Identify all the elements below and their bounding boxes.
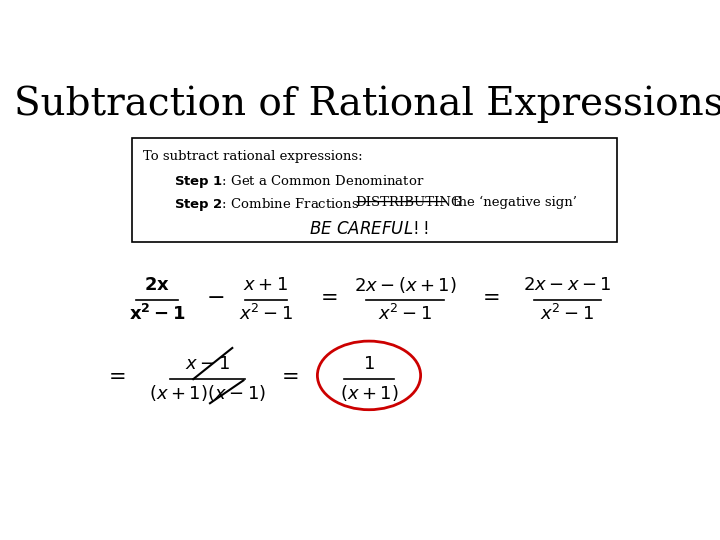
Text: To subtract rational expressions:: To subtract rational expressions: <box>143 150 363 163</box>
Text: $-$: $-$ <box>207 286 225 307</box>
Text: Subtraction of Rational Expressions: Subtraction of Rational Expressions <box>14 85 720 123</box>
Text: DISTRIBUTING: DISTRIBUTING <box>355 196 462 209</box>
Text: $=$: $=$ <box>316 287 338 306</box>
Text: $(x + 1)$: $(x + 1)$ <box>340 383 398 403</box>
Text: $=$: $=$ <box>478 287 500 306</box>
Text: $\it{BE\ CAREFUL!!}$: $\it{BE\ CAREFUL!!}$ <box>310 221 428 238</box>
Text: $2x - (x + 1)$: $2x - (x + 1)$ <box>354 275 456 295</box>
Text: $x^2 - 1$: $x^2 - 1$ <box>540 304 594 325</box>
FancyBboxPatch shape <box>132 138 617 241</box>
Text: $\mathbf{x^2 - 1}$: $\mathbf{x^2 - 1}$ <box>129 304 185 325</box>
Text: $\mathbf{Step\ 1}$: Get a Common Denominator: $\mathbf{Step\ 1}$: Get a Common Denomin… <box>174 173 424 190</box>
Text: $x^2 - 1$: $x^2 - 1$ <box>378 304 433 325</box>
Text: $x - 1$: $x - 1$ <box>185 355 230 373</box>
Text: $\mathbf{Step\ 2}$: Combine Fractions: $\mathbf{Step\ 2}$: Combine Fractions <box>174 196 360 213</box>
Text: $1$: $1$ <box>363 355 375 373</box>
Text: $(x + 1)(x - 1)$: $(x + 1)(x - 1)$ <box>149 383 266 403</box>
Text: $\mathbf{2x}$: $\mathbf{2x}$ <box>144 276 170 294</box>
Text: $x + 1$: $x + 1$ <box>243 276 288 294</box>
Text: $2x - x - 1$: $2x - x - 1$ <box>523 276 611 294</box>
Text: the ‘negative sign’: the ‘negative sign’ <box>449 196 577 209</box>
Text: $=$: $=$ <box>277 366 299 385</box>
Text: $x^2 - 1$: $x^2 - 1$ <box>238 304 293 325</box>
Text: $=$: $=$ <box>104 366 126 385</box>
